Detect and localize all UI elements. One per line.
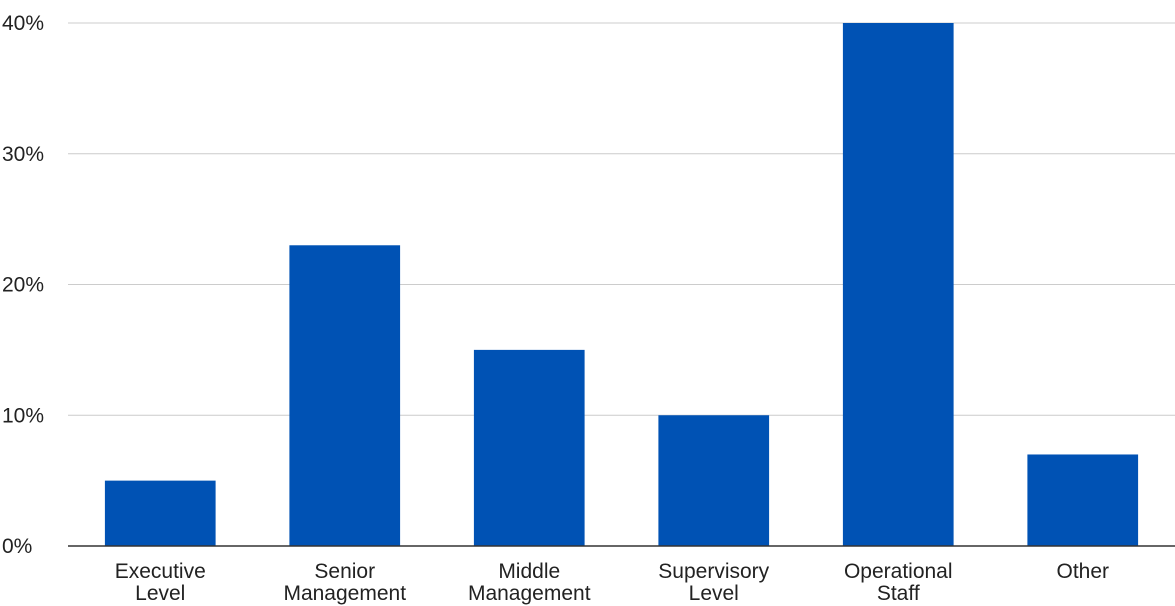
bar <box>289 245 401 546</box>
y-tick-label: 30% <box>2 143 44 166</box>
x-tick-label: Operational Staff <box>844 560 953 605</box>
x-tick-label: Other <box>1056 560 1109 583</box>
x-axis-labels: Executive Level Senior Management Middle Mana… <box>115 560 1109 605</box>
y-axis-ticks: 0% 10% 20% 30% 40% <box>2 12 44 558</box>
bars <box>104 23 1139 546</box>
bar <box>104 480 216 546</box>
x-tick-label: Middle Management <box>468 560 591 605</box>
y-tick-label: 20% <box>2 274 44 297</box>
y-tick-label: 40% <box>2 12 44 35</box>
bar <box>842 23 954 546</box>
bar <box>658 415 770 546</box>
x-tick-label: Executive Level <box>115 560 206 605</box>
bar <box>1027 454 1139 546</box>
grid-layer <box>68 22 1175 416</box>
bar <box>473 349 585 546</box>
y-tick-label: 10% <box>2 404 44 427</box>
y-tick-label: 0% <box>2 535 32 558</box>
x-tick-label: Senior Management <box>283 560 406 605</box>
x-tick-label: Supervisory Level <box>658 560 769 605</box>
